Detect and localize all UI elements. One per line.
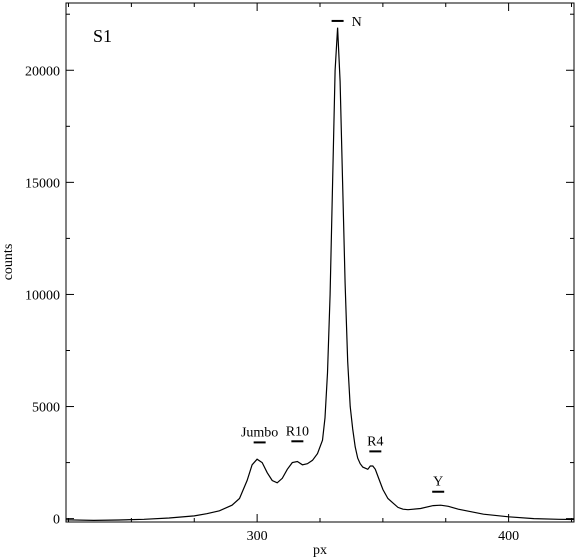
peak-label: R4 (367, 434, 383, 449)
peak-annotation: R4 (367, 434, 383, 453)
x-tick-label: 400 (498, 529, 519, 544)
axis-tick-labels: 0 5000 10000 15000 20000 300 400 (25, 64, 519, 544)
y-tick-label: 5000 (32, 401, 60, 416)
peak-annotation: Y (432, 475, 445, 493)
peak-label: Y (433, 475, 443, 490)
peak-annotation: R10 (286, 424, 309, 443)
x-tick-label: 300 (247, 529, 268, 544)
peak-label: R10 (286, 424, 309, 439)
y-tick-label: 15000 (25, 176, 60, 191)
peak-label: Jumbo (241, 425, 278, 440)
y-tick-label: 0 (53, 513, 60, 528)
x-axis-label: px (313, 543, 327, 558)
peak-annotations: N Jumbo R10 R4 Y (241, 15, 445, 493)
peak-annotation: N (331, 15, 362, 30)
panel-label: S1 (93, 26, 112, 46)
counts-series-line (65, 27, 575, 522)
peak-label: N (352, 15, 362, 30)
axis-ticks (66, 3, 574, 522)
plot-frame (65, 2, 575, 523)
peak-annotation: Jumbo (241, 425, 278, 444)
y-axis-label: counts (1, 244, 16, 281)
y-tick-label: 20000 (25, 64, 60, 79)
y-tick-label: 10000 (25, 288, 60, 303)
